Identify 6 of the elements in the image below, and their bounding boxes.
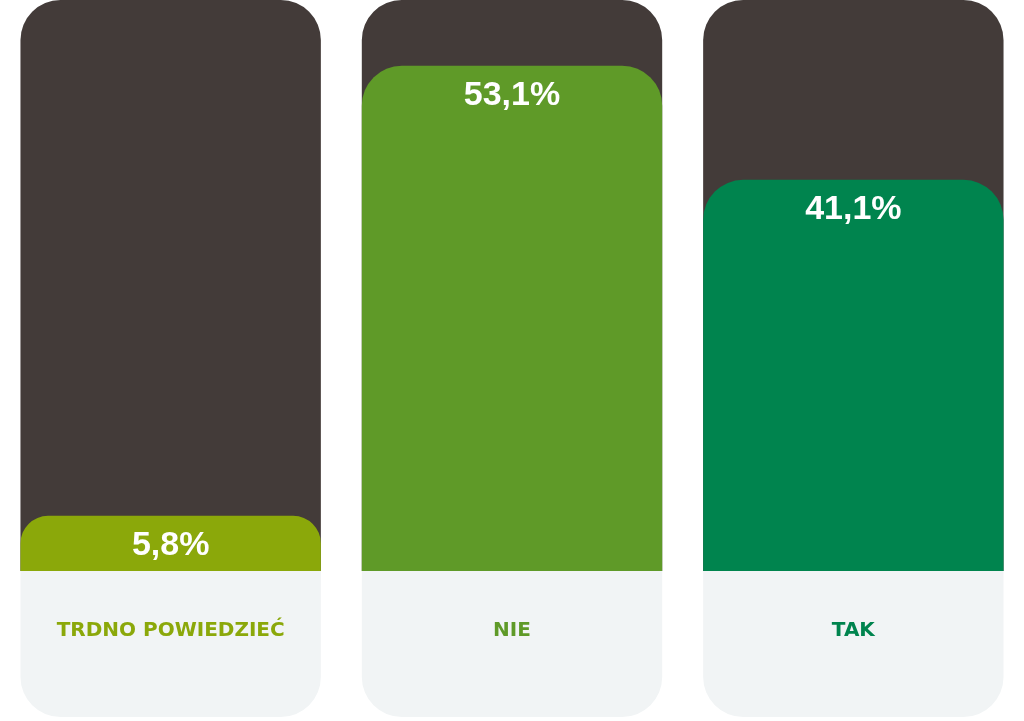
data-label: 41,1% bbox=[805, 188, 902, 227]
data-label: 53,1% bbox=[463, 74, 561, 113]
x-tick-label: NIE bbox=[493, 617, 531, 642]
data-label: 5,8% bbox=[131, 524, 210, 563]
x-tick-label: TRDNO POWIEDZIEĆ bbox=[56, 617, 285, 642]
x-tick-label: TAK bbox=[831, 617, 877, 642]
